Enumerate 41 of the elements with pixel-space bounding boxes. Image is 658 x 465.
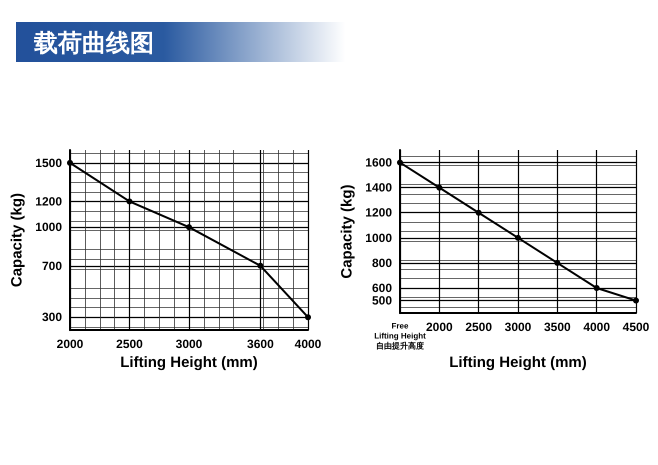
x-tick-label: 3500	[544, 320, 572, 334]
point	[436, 184, 442, 191]
x-tick-label: 4000	[583, 320, 610, 334]
x-tick-label: 3600	[247, 337, 274, 352]
y-tick-label: 1000	[365, 230, 392, 245]
y-tick-label: 500	[372, 294, 392, 308]
x-tick-label: 2500	[465, 320, 492, 334]
chart-title: 载荷曲线图	[34, 28, 154, 59]
y-tick-label: 1000	[35, 220, 62, 234]
x-axis-title: Lifting Height (mm)	[120, 354, 258, 371]
point	[186, 224, 192, 230]
x-tick-label: 4500	[622, 320, 650, 334]
x-tick-label: 3000	[176, 337, 203, 352]
x-tick-label: 2500	[116, 337, 144, 352]
y-tick-label: 800	[372, 256, 392, 270]
x-tick-label: 3000	[504, 320, 532, 334]
x-tick-label: Free Lifting Height 自由提升高度	[374, 322, 426, 351]
y-tick-label: 700	[42, 258, 62, 273]
y-tick-label: 1200	[365, 206, 392, 220]
y-tick-label: 300	[42, 310, 62, 324]
point	[554, 260, 560, 266]
x-tick-label: 2000	[56, 337, 84, 352]
y-axis-title: Capacity (kg)	[8, 192, 26, 288]
x-tick-label: 2000	[426, 320, 454, 334]
y-tick-label: 1200	[35, 194, 62, 208]
x-axis-title: Lifting Height (mm)	[449, 354, 587, 371]
point	[633, 298, 639, 304]
point	[594, 285, 600, 292]
point	[515, 234, 521, 241]
y-tick-label: 1600	[365, 156, 392, 170]
point	[126, 198, 132, 204]
point	[397, 160, 403, 166]
y-tick-label: 1400	[365, 180, 392, 195]
point	[305, 314, 311, 320]
point	[476, 210, 482, 216]
point	[257, 262, 264, 269]
point	[67, 160, 73, 166]
y-tick-label: 1500	[35, 156, 62, 170]
x-tick-label: 4000	[294, 337, 322, 352]
y-tick-label: 600	[372, 281, 392, 296]
y-axis-title: Capacity (kg)	[338, 184, 356, 279]
